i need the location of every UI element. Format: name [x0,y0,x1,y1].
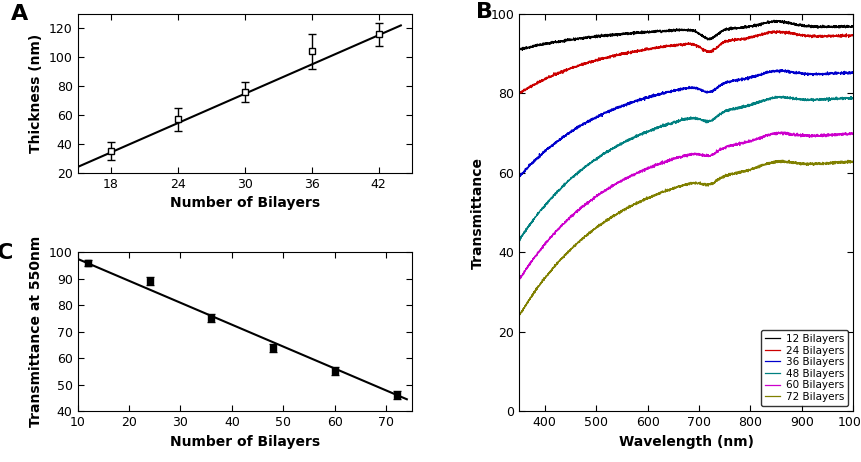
12 Bilayers [517,48,527,53]
24 Bilayers [513,90,523,96]
72 Bilayers [777,158,787,163]
72 Bilayers [777,158,787,164]
Y-axis label: Transmittance: Transmittance [470,157,484,268]
60 Bilayers [676,153,686,159]
Line: 36 Bilayers: 36 Bilayers [518,70,852,177]
Y-axis label: Thickness (nm): Thickness (nm) [29,34,43,153]
60 Bilayers [667,157,678,162]
48 Bilayers [513,238,523,243]
72 Bilayers [513,313,523,319]
12 Bilayers [676,26,686,32]
60 Bilayers [838,130,848,136]
Line: 48 Bilayers: 48 Bilayers [518,96,852,241]
Text: B: B [475,2,492,22]
72 Bilayers [676,184,686,189]
24 Bilayers [777,30,787,36]
60 Bilayers [838,130,848,136]
48 Bilayers [676,115,686,121]
48 Bilayers [777,94,787,100]
X-axis label: Wavelength (nm): Wavelength (nm) [618,435,753,449]
72 Bilayers [666,185,677,190]
48 Bilayers [667,119,678,125]
Y-axis label: Transmittance at 550nm: Transmittance at 550nm [29,236,43,427]
60 Bilayers [847,130,858,136]
Text: C: C [0,243,14,263]
36 Bilayers [667,88,678,94]
36 Bilayers [838,70,848,75]
24 Bilayers [847,33,858,39]
60 Bilayers [779,129,790,134]
Text: A: A [10,4,28,24]
12 Bilayers [847,24,858,30]
36 Bilayers [530,157,541,162]
36 Bilayers [777,69,787,74]
48 Bilayers [530,213,541,219]
72 Bilayers [838,159,848,164]
X-axis label: Number of Bilayers: Number of Bilayers [170,435,319,449]
48 Bilayers [777,93,787,99]
12 Bilayers [838,24,848,30]
36 Bilayers [514,174,524,180]
48 Bilayers [838,96,848,101]
72 Bilayers [530,287,541,293]
12 Bilayers [838,24,848,29]
24 Bilayers [838,33,848,39]
Line: 24 Bilayers: 24 Bilayers [518,31,852,93]
12 Bilayers [777,19,787,24]
60 Bilayers [777,130,787,136]
Line: 72 Bilayers: 72 Bilayers [518,160,852,316]
24 Bilayers [513,91,523,96]
12 Bilayers [513,46,523,51]
12 Bilayers [667,29,678,34]
60 Bilayers [513,277,523,283]
24 Bilayers [838,33,848,38]
60 Bilayers [513,277,523,283]
Line: 60 Bilayers: 60 Bilayers [518,132,852,280]
Line: 12 Bilayers: 12 Bilayers [518,20,852,50]
12 Bilayers [768,18,778,23]
X-axis label: Number of Bilayers: Number of Bilayers [170,196,319,210]
36 Bilayers [513,174,523,180]
72 Bilayers [847,158,858,164]
48 Bilayers [847,96,858,101]
24 Bilayers [667,42,678,48]
24 Bilayers [676,42,686,48]
60 Bilayers [530,253,541,258]
36 Bilayers [676,86,686,91]
24 Bilayers [530,81,541,87]
36 Bilayers [847,71,858,76]
48 Bilayers [838,96,848,101]
36 Bilayers [775,67,785,73]
Legend: 12 Bilayers, 24 Bilayers, 36 Bilayers, 48 Bilayers, 60 Bilayers, 72 Bilayers: 12 Bilayers, 24 Bilayers, 36 Bilayers, 4… [759,330,847,406]
36 Bilayers [838,71,848,77]
48 Bilayers [514,238,524,243]
24 Bilayers [771,28,781,34]
12 Bilayers [530,43,541,48]
72 Bilayers [838,160,848,165]
